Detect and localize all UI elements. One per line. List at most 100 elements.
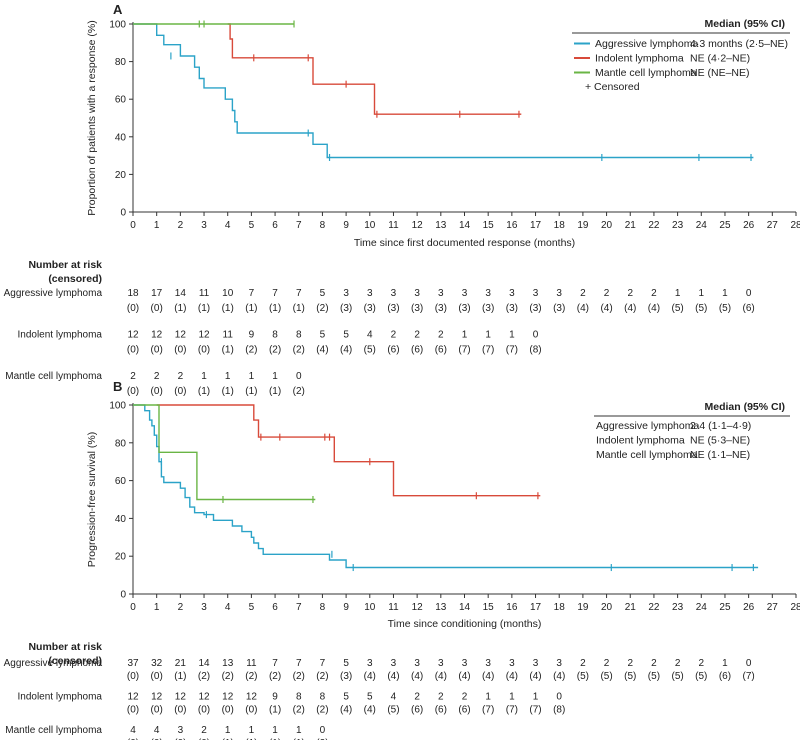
risk-count: 1	[722, 658, 728, 669]
legend-entry-name: Mantle cell lymphoma	[595, 67, 697, 79]
risk-censored-count: (1)	[293, 303, 305, 314]
risk-censored-count: (2)	[198, 671, 210, 682]
x-tick-label: 5	[249, 602, 255, 613]
risk-censored-count: (7)	[506, 345, 518, 356]
risk-censored-count: (5)	[719, 303, 731, 314]
risk-count: 1	[249, 725, 255, 736]
risk-censored-count: (0)	[198, 345, 210, 356]
risk-censored-count: (8)	[529, 345, 541, 356]
risk-censored-count: (2)	[293, 705, 305, 716]
legend-entry-name: Aggressive lymphoma	[595, 38, 698, 50]
risk-count: 12	[175, 330, 187, 341]
risk-censored-count: (0)	[174, 345, 186, 356]
risk-censored-count: (6)	[719, 671, 731, 682]
x-tick-label: 12	[412, 220, 424, 231]
x-tick-label: 20	[601, 220, 613, 231]
risk-censored-count: (6)	[435, 345, 447, 356]
risk-count: 3	[438, 288, 444, 299]
risk-censored-count: (4)	[482, 671, 494, 682]
risk-count: 3	[391, 658, 397, 669]
legend-header: Median (95% CI)	[704, 401, 785, 413]
risk-count: 10	[222, 288, 234, 299]
x-tick-label: 12	[412, 602, 424, 613]
risk-censored-count: (4)	[364, 671, 376, 682]
risk-censored-count: (0)	[127, 303, 139, 314]
x-tick-label: 24	[696, 602, 708, 613]
risk-count: 12	[222, 692, 234, 703]
risk-count: 3	[414, 288, 420, 299]
risk-censored-count: (5)	[364, 345, 376, 356]
risk-count: 12	[246, 692, 258, 703]
risk-count: 12	[198, 330, 210, 341]
risk-censored-count: (3)	[435, 303, 447, 314]
x-tick-label: 11	[388, 220, 399, 231]
risk-count: 37	[127, 658, 139, 669]
risk-row-label: Aggressive lymphoma	[4, 658, 103, 669]
risk-censored-count: (4)	[553, 671, 565, 682]
x-tick-label: 21	[625, 220, 637, 231]
risk-count: 3	[391, 288, 397, 299]
risk-censored-count: (4)	[387, 671, 399, 682]
legend-entry-name: Indolent lymphoma	[595, 53, 684, 65]
legend-entry-median: NE (1·1–NE)	[690, 449, 750, 461]
series-line-aggressive-lymphoma	[133, 23, 754, 159]
x-tick-label: 13	[435, 602, 447, 613]
risk-censored-count: (3)	[340, 671, 352, 682]
risk-count: 11	[246, 658, 257, 669]
risk-count: 3	[556, 658, 562, 669]
risk-count: 2	[178, 371, 184, 382]
risk-count: 3	[556, 288, 562, 299]
legend-censored-label: + Censored	[585, 81, 640, 93]
risk-count: 2	[580, 288, 586, 299]
risk-count: 2	[651, 658, 657, 669]
risk-count: 3	[509, 658, 515, 669]
risk-count: 0	[533, 330, 539, 341]
risk-censored-count: (2)	[269, 345, 281, 356]
risk-censored-count: (6)	[458, 705, 470, 716]
x-tick-label: 8	[320, 220, 326, 231]
risk-count: 12	[151, 692, 163, 703]
x-tick-label: 16	[506, 220, 518, 231]
x-tick-label: 18	[554, 220, 566, 231]
series-line-aggressive-lymphoma	[133, 404, 759, 569]
risk-count: 1	[201, 371, 207, 382]
risk-count: 3	[414, 658, 420, 669]
risk-table-title: Number at risk	[28, 259, 102, 271]
risk-row-label: Mantle cell lymphoma	[5, 371, 102, 382]
risk-censored-count: (1)	[174, 671, 186, 682]
x-tick-label: 22	[648, 602, 660, 613]
x-tick-label: 7	[296, 602, 302, 613]
risk-count: 1	[699, 288, 705, 299]
x-tick-label: 15	[483, 602, 495, 613]
x-tick-label: 26	[743, 220, 755, 231]
risk-censored-count: (0)	[127, 386, 139, 397]
risk-censored-count: (0)	[198, 738, 210, 740]
risk-count: 0	[746, 288, 752, 299]
risk-count: 11	[199, 288, 210, 299]
series-line-indolent-lymphoma	[156, 404, 541, 497]
risk-count: 3	[367, 288, 373, 299]
risk-censored-count: (2)	[316, 671, 328, 682]
risk-censored-count: (4)	[648, 303, 660, 314]
risk-censored-count: (3)	[553, 303, 565, 314]
risk-censored-count: (3)	[529, 303, 541, 314]
risk-count: 1	[722, 288, 728, 299]
risk-count: 2	[130, 371, 136, 382]
risk-count: 2	[651, 288, 657, 299]
risk-count: 2	[414, 692, 420, 703]
risk-censored-count: (4)	[529, 671, 541, 682]
risk-row-label: Mantle cell lymphoma	[5, 725, 102, 736]
risk-count: 2	[438, 330, 444, 341]
risk-count: 12	[175, 692, 187, 703]
risk-censored-count: (6)	[743, 303, 755, 314]
risk-count: 12	[127, 330, 139, 341]
risk-censored-count: (1)	[222, 738, 234, 740]
risk-censored-count: (4)	[364, 705, 376, 716]
risk-count: 0	[320, 725, 326, 736]
risk-count: 3	[533, 288, 539, 299]
risk-censored-count: (2)	[245, 345, 257, 356]
risk-count: 12	[198, 692, 210, 703]
risk-censored-count: (2)	[222, 671, 234, 682]
